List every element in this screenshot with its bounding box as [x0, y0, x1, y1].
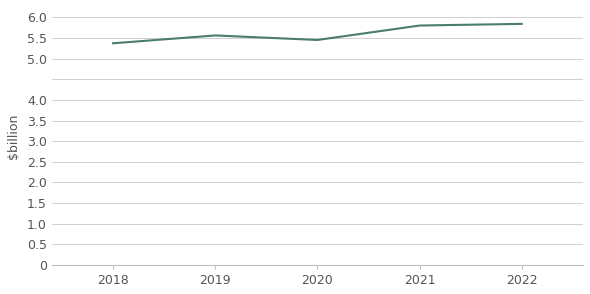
Y-axis label: $billion: $billion [7, 113, 20, 159]
